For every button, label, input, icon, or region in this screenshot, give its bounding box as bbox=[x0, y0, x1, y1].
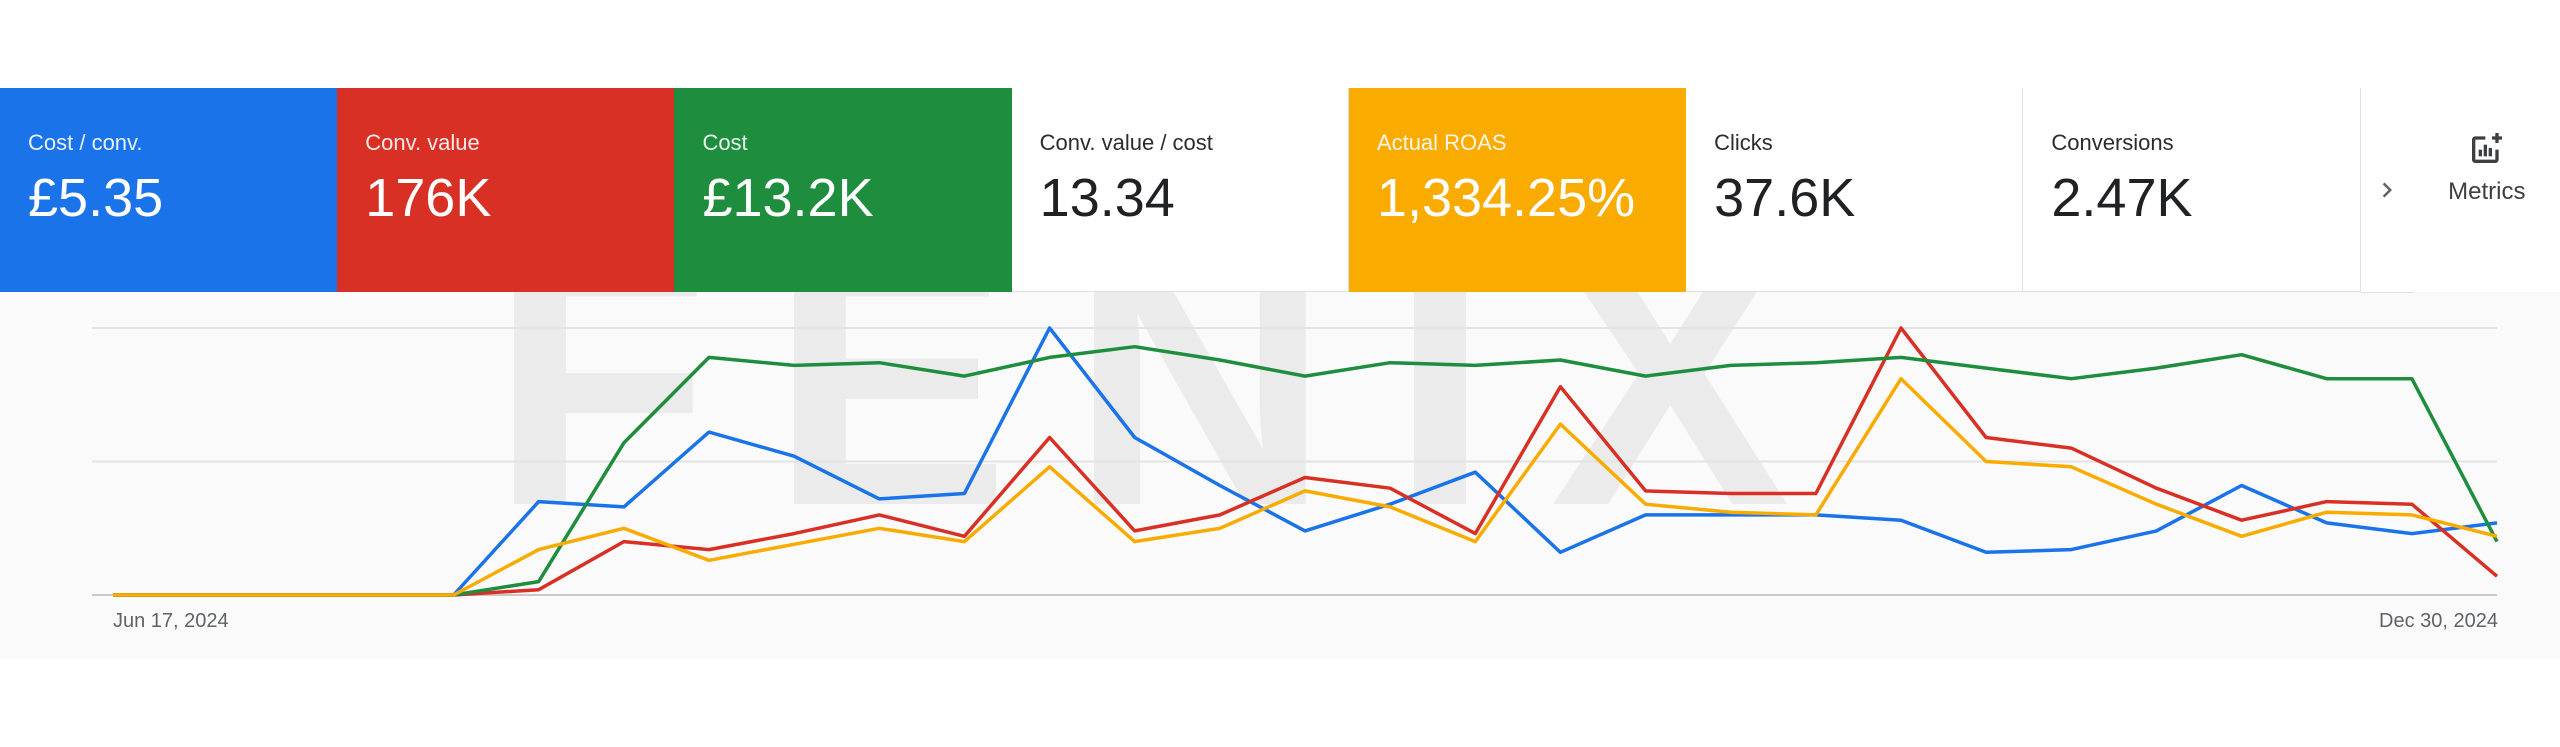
metric-tile-conv-value[interactable]: Conv. value 176K bbox=[337, 88, 675, 292]
metric-tile-value: 176K bbox=[365, 168, 492, 228]
metric-tile-clicks[interactable]: Clicks 37.6K bbox=[1686, 88, 2024, 292]
performance-chart bbox=[92, 326, 2499, 597]
series-line-conv-value bbox=[113, 326, 2499, 597]
metric-tile-value: £13.2K bbox=[702, 168, 874, 228]
metric-tile-label: Conv. value / cost bbox=[1039, 130, 1213, 155]
metric-tile-label: Actual ROAS bbox=[1376, 130, 1507, 155]
metric-tile-value: 13.34 bbox=[1039, 168, 1175, 228]
metric-tiles: Cost / conv. £5.35 Conv. value 176K Cost… bbox=[0, 88, 2560, 293]
metric-tile-cost-per-conv[interactable]: Cost / conv. £5.35 bbox=[0, 88, 338, 292]
metric-tile-conv-value-per-cost[interactable]: Conv. value / cost 13.34 bbox=[1011, 88, 1349, 292]
x-axis-start-label: Jun 17, 2024 bbox=[113, 610, 229, 632]
metric-tile-value: 37.6K bbox=[1714, 168, 1856, 228]
series-line-cost bbox=[113, 344, 2499, 597]
metrics-button[interactable]: Metrics bbox=[2413, 88, 2560, 292]
metric-tile-label: Cost / conv. bbox=[28, 130, 143, 155]
metric-tile-label: Conversions bbox=[2051, 130, 2174, 155]
x-axis-end-label: Dec 30, 2024 bbox=[2379, 610, 2498, 632]
series-line-actual-roas bbox=[113, 376, 2498, 597]
metric-tile-label: Cost bbox=[702, 130, 748, 155]
chart-add-icon bbox=[2471, 133, 2502, 163]
metric-tile-value: £5.35 bbox=[28, 168, 164, 228]
metric-tile-label: Clicks bbox=[1714, 130, 1773, 155]
series-line-cost-conv- bbox=[113, 326, 2498, 597]
chevron-right-icon bbox=[2382, 182, 2393, 198]
metric-tile-conversions[interactable]: Conversions 2.47K bbox=[2023, 88, 2361, 292]
metric-tile-actual-roas[interactable]: Actual ROAS 1,334.25% bbox=[1348, 88, 1687, 292]
metric-tile-value: 1,334.25% bbox=[1376, 168, 1636, 228]
metric-tile-value: 2.47K bbox=[2051, 168, 2193, 228]
metric-tile-label: Conv. value bbox=[365, 130, 480, 155]
metric-tile-cost[interactable]: Cost £13.2K bbox=[674, 88, 1012, 292]
metrics-button-label: Metrics bbox=[2448, 178, 2526, 205]
next-metrics-button[interactable] bbox=[2360, 88, 2414, 293]
